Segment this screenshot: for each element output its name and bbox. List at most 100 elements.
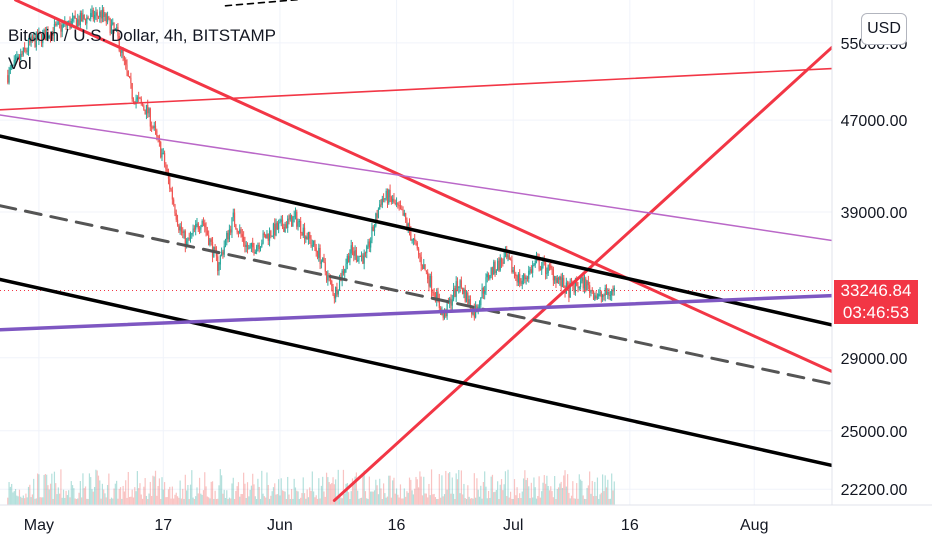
volume-label[interactable]: Vol [8,54,32,73]
candle-body [127,71,129,77]
price-axis[interactable]: 55000.0047000.0039000.0029000.0025000.00… [831,0,932,550]
candle-body [62,24,65,26]
trend-line-red-upper-flat[interactable] [0,67,833,111]
candle-body [188,238,190,240]
volume-bar [503,484,505,505]
candle-body [332,286,334,296]
candle-body [55,23,57,26]
volume-bar [355,472,357,505]
volume-bar [208,497,210,505]
candle-body [254,251,256,254]
volume-bar [528,486,530,505]
candle-body [451,299,453,306]
currency-button[interactable]: USD [861,13,907,45]
candle-body [189,234,192,239]
volume-bar [100,498,102,505]
trend-line-purple-support[interactable] [0,293,834,332]
candle-body [244,242,246,247]
trend-line-lilac-resistance[interactable] [0,114,833,242]
candle-body [430,275,433,292]
candle-body [412,238,415,240]
volume-bar [61,497,63,505]
candle-body [432,291,434,293]
trend-line-channel-bottom[interactable] [0,277,834,468]
volume-bar [303,493,306,505]
volume-bar [402,498,404,505]
candlesticks[interactable] [7,4,615,321]
candle-body [551,268,553,270]
candle-body [100,11,102,19]
volume-bar [209,498,211,505]
volume-bar [97,475,100,505]
candle-body [154,125,157,131]
volume-bar [57,487,59,505]
volume-bar [132,497,135,505]
volume-bar [213,498,215,505]
volume-bar [289,498,291,505]
candle-body [92,10,94,19]
volume-bar [143,486,145,505]
volume-bar [478,496,481,505]
volume-bar [122,485,124,505]
volume-bar [26,497,28,505]
volume-bar [529,498,531,505]
trend-line-red-support[interactable] [332,45,834,502]
volume-bar [30,497,32,505]
candle-body [587,281,589,286]
volume-bar [117,498,119,505]
candle-body [255,246,258,252]
volume-bar [438,474,440,505]
candle-body [460,280,462,288]
candle-body [407,223,409,228]
volume-bar [585,498,587,505]
candle-body [383,198,385,200]
volume-bar [44,473,46,505]
trend-line-channel-mid[interactable] [0,204,834,386]
candle-body [355,250,357,261]
candle-body [232,212,234,218]
candle-body [350,245,352,254]
candle-body [30,36,32,43]
candle-body [261,243,263,247]
candle-body [611,290,613,296]
candle-body [81,12,83,22]
time-axis[interactable]: May 17 Jun 16 Jul 16 Aug [0,504,932,550]
trend-lines[interactable] [0,0,834,502]
candle-body [455,281,457,297]
volume-bar [406,491,408,505]
candle-body [592,291,595,300]
candle-body [175,213,177,220]
volume-bar [281,490,284,505]
volume-bar [414,488,416,505]
candle-body [398,205,400,207]
volume-bar [578,474,580,505]
volume-bar [473,473,475,505]
candle-body [599,291,601,295]
volume-bar [42,497,44,505]
volume-bar [452,493,455,505]
candle-body [24,47,26,50]
volume-bar [11,483,13,505]
candle-body [20,53,22,61]
candle-body [178,225,180,231]
candle-body [333,295,335,299]
volume-bar [176,496,179,505]
candle-body [9,67,11,70]
trend-line-red-resistance[interactable] [14,0,834,374]
candle-body [130,77,132,84]
volume-bar [201,494,203,505]
candle-body [516,276,518,283]
candle-body [270,230,272,237]
candle-body [26,50,28,52]
candle-body [354,250,356,256]
candle-body [462,287,464,295]
trend-line-top-dashed[interactable] [224,0,435,7]
trend-line-channel-top[interactable] [0,134,834,327]
candle-body [560,276,562,287]
symbol-title[interactable]: Bitcoin / U.S. Dollar, 4h, BITSTAMP [8,26,276,45]
candle-body [198,229,201,231]
volume-bar [315,495,317,505]
candle-body [307,231,310,240]
volume-bar [292,498,294,505]
